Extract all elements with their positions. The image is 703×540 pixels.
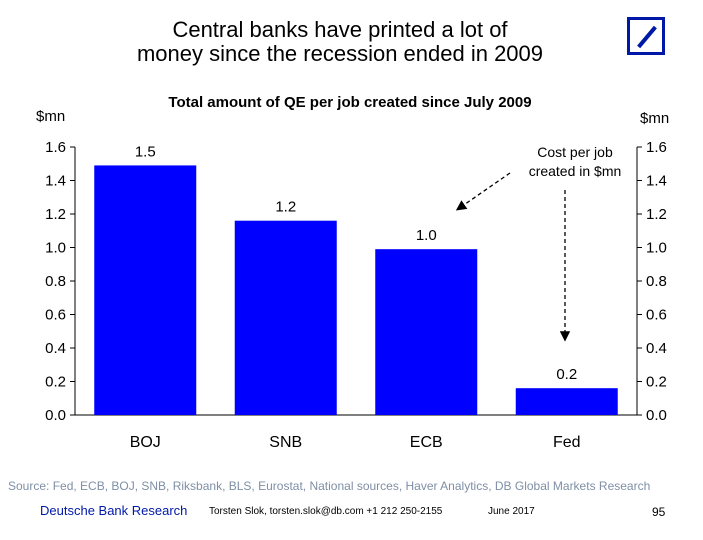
x-tick-label-snb: SNB (269, 434, 302, 451)
y-tick-label-left: 1.4 (45, 173, 66, 190)
bar-ecb (375, 249, 478, 415)
annotation-line-2: created in $mn (528, 163, 622, 179)
source-note: Source: Fed, ECB, BOJ, SNB, Riksbank, BL… (8, 479, 651, 493)
footer-contact: Torsten Slok, torsten.slok@db.com +1 212… (209, 506, 443, 517)
slide-title: Central banks have printed a lot of mone… (80, 18, 600, 66)
y-tick-label-right: 1.6 (646, 139, 667, 156)
y-tick-label-right: 0.8 (646, 273, 667, 290)
data-label-fed: 0.2 (556, 366, 577, 383)
y-tick-label-left: 1.6 (45, 139, 66, 156)
y-axis-unit-right: $mn (640, 110, 670, 127)
annotation-line-1: Cost per job (537, 144, 613, 160)
y-tick-label-right: 1.4 (646, 173, 667, 190)
y-tick-label-left: 0.8 (45, 273, 66, 290)
x-tick-label-fed: Fed (553, 434, 581, 451)
y-tick-label-right: 1.2 (646, 206, 667, 223)
annotation-text: Cost per job created in $mn (510, 143, 640, 181)
y-tick-label-right: 0.0 (646, 407, 667, 424)
y-tick-label-right: 0.2 (646, 374, 667, 391)
y-axis-unit-left: $mn (36, 108, 66, 125)
data-label-boj: 1.5 (135, 143, 156, 160)
x-tick-label-ecb: ECB (410, 434, 443, 451)
deutsche-bank-logo-icon (627, 17, 665, 55)
bar-snb (234, 220, 337, 415)
y-tick-label-right: 1.0 (646, 240, 667, 257)
annotation-arrow-ecb (455, 172, 511, 211)
y-tick-label-left: 1.2 (45, 206, 66, 223)
slide-title-line-2: money since the recession ended in 2009 (136, 41, 544, 66)
slide-title-line-1: Central banks have printed a lot of (172, 17, 508, 42)
y-tick-label-left: 1.0 (45, 240, 66, 257)
y-tick-label-right: 0.6 (646, 307, 667, 324)
footer-organization: Deutsche Bank Research (40, 503, 188, 518)
y-tick-label-left: 0.6 (45, 307, 66, 324)
x-tick-label-boj: BOJ (130, 434, 161, 451)
footer-date: June 2017 (488, 506, 535, 517)
data-label-ecb: 1.0 (416, 227, 437, 244)
y-tick-label-right: 0.4 (646, 340, 667, 357)
y-tick-label-left: 0.0 (45, 407, 66, 424)
data-label-snb: 1.2 (275, 199, 296, 216)
page-number: 95 (652, 505, 666, 519)
bar-fed (515, 388, 618, 415)
y-tick-label-left: 0.4 (45, 340, 66, 357)
y-tick-label-left: 0.2 (45, 374, 66, 391)
bar-boj (94, 165, 197, 415)
chart-title: Total amount of QE per job created since… (168, 94, 532, 111)
